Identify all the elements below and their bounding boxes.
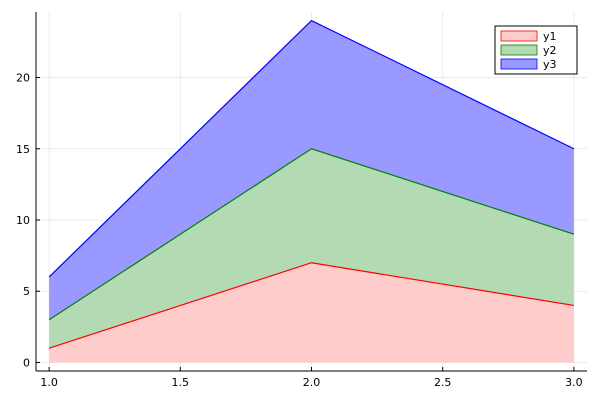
tick-labels: 1.0 1.5 2.0 2.5 3.0 0 5 10 15 20 — [16, 72, 583, 389]
y-tick-label-3: 15 — [16, 143, 30, 156]
line-y2 — [48, 148, 575, 321]
legend-label-y2: y2 — [543, 44, 557, 57]
legend-label-y1: y1 — [543, 30, 557, 43]
y-tick-label-2: 10 — [16, 214, 30, 227]
x-tick-label-3: 2.5 — [434, 376, 452, 389]
legend-swatch-y3 — [500, 58, 538, 70]
legend-label-y3: y3 — [543, 58, 557, 71]
area-y2 — [49, 148, 574, 349]
area-fills — [49, 20, 574, 363]
axes — [35, 12, 587, 372]
series-lines — [48, 19, 575, 349]
legend-swatch-y2 — [500, 44, 538, 56]
area-y3 — [49, 20, 574, 320]
x-tick-label-4: 3.0 — [565, 376, 583, 389]
x-tick-label-1: 1.5 — [172, 376, 190, 389]
area-y1 — [49, 262, 574, 363]
y-tick-label-4: 20 — [16, 72, 30, 85]
y-tick-label-1: 5 — [23, 285, 30, 298]
legend-swatch-y1 — [500, 30, 538, 42]
x-tick-label-2: 2.0 — [303, 376, 321, 389]
line-y3 — [48, 19, 575, 278]
line-y1 — [48, 262, 574, 349]
y-tick-label-0: 0 — [23, 356, 30, 369]
x-tick-label-0: 1.0 — [40, 376, 58, 389]
